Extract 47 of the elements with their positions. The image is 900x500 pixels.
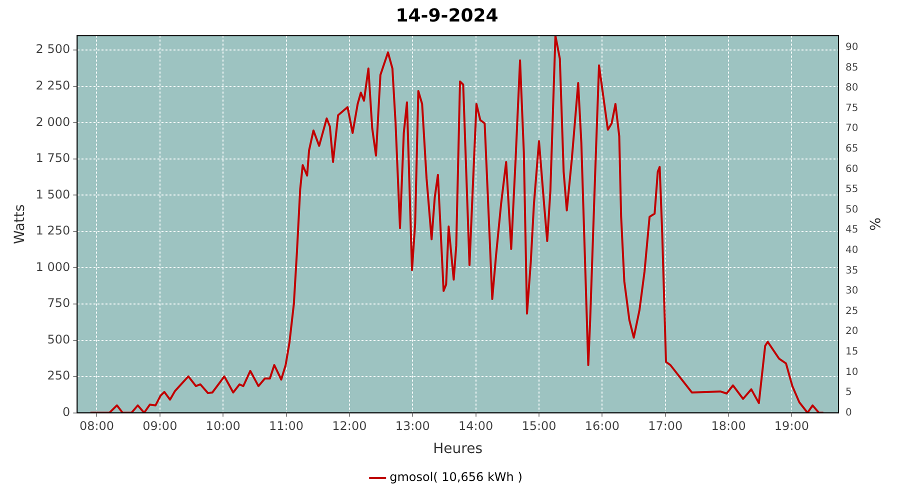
y2-tick-label: 35 — [845, 265, 858, 276]
y-tick-label: 1 250 — [36, 224, 70, 238]
y2-tick-label: 90 — [845, 42, 858, 53]
y2-axis-title: % — [866, 218, 882, 231]
y-tick-label: 250 — [47, 368, 70, 383]
chart-title: 14-9-2024 — [396, 5, 498, 26]
y-tick-label: 1 000 — [36, 260, 70, 274]
y2-tick-label: 5 — [845, 387, 852, 398]
y2-tick-label: 50 — [845, 204, 858, 216]
x-tick-label: 11:00 — [268, 419, 304, 434]
x-axis-title: Heures — [433, 441, 482, 458]
y-tick-label: 1 750 — [36, 151, 70, 166]
x-tick-label: 13:00 — [395, 419, 430, 434]
x-tick-label: 10:00 — [206, 419, 240, 434]
x-tick-label: 18:00 — [711, 419, 746, 434]
x-tick-label: 16:00 — [584, 419, 620, 434]
y-tick-label: 0 — [62, 404, 70, 419]
y-tick-label: 750 — [47, 296, 70, 310]
y2-tick-label: 75 — [845, 102, 858, 114]
x-tick-label: 19:00 — [774, 419, 810, 434]
x-tick-label: 14:00 — [458, 419, 494, 434]
y2-tick-label: 55 — [845, 184, 858, 196]
y2-tick-label: 10 — [845, 366, 858, 378]
y-axis-title: Watts — [12, 204, 28, 244]
y2-tick-label: 30 — [845, 286, 858, 297]
y2-tick-label: 80 — [845, 82, 858, 94]
y2-tick-label: 15 — [845, 346, 858, 358]
y-tick-label: 2 000 — [36, 114, 70, 129]
y-tick-label: 500 — [47, 332, 70, 346]
x-tick-label: 12:00 — [332, 419, 367, 434]
y-tick-label: 2 500 — [36, 42, 70, 56]
y2-tick-label: 45 — [845, 224, 858, 236]
y2-tick-label: 85 — [845, 62, 858, 74]
y2-tick-label: 70 — [845, 123, 858, 134]
x-tick-label: 09:00 — [142, 419, 178, 434]
y2-tick-label: 40 — [845, 244, 858, 256]
y-tick-label: 2 250 — [36, 78, 70, 92]
legend-label: gmosol( 10,656 kWh ) — [390, 470, 522, 484]
y2-tick-label: 25 — [845, 306, 858, 317]
y2-tick-label: 65 — [845, 143, 858, 154]
x-tick-label: 08:00 — [79, 419, 114, 434]
y2-tick-label: 20 — [845, 326, 858, 338]
y2-tick-label: 60 — [845, 164, 858, 175]
x-tick-label: 15:00 — [522, 419, 556, 434]
y-tick-label: 1 500 — [36, 187, 70, 202]
x-tick-label: 17:00 — [648, 419, 683, 434]
y2-tick-label: 0 — [845, 407, 852, 418]
